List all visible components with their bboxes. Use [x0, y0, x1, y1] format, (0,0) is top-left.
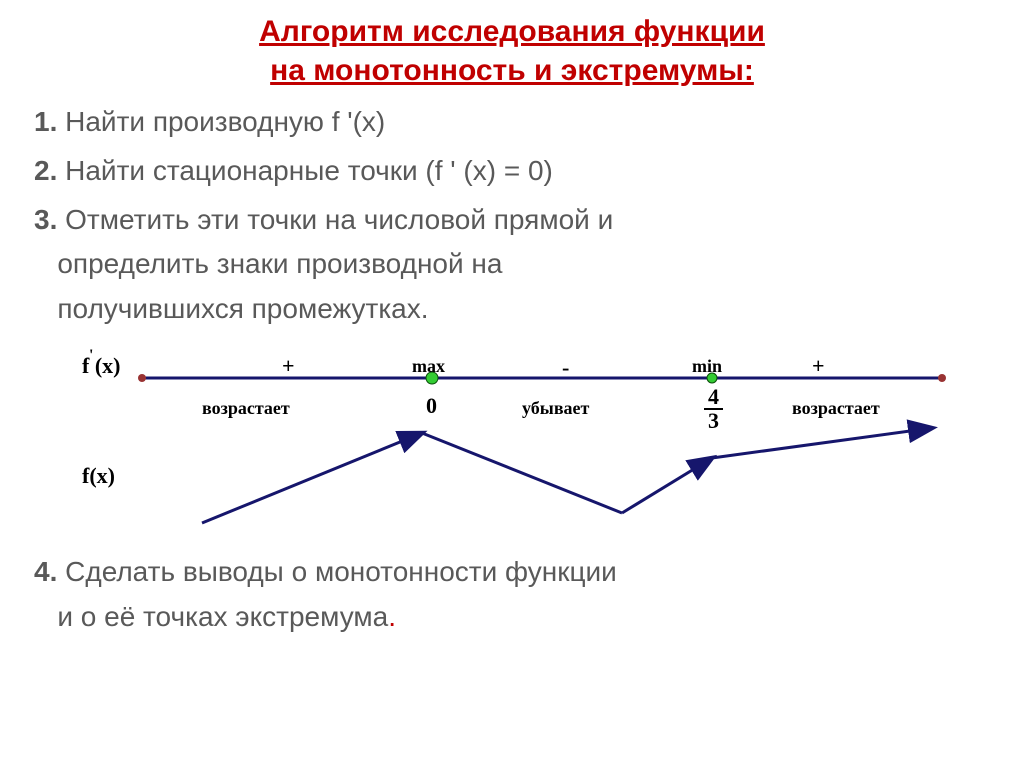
- axis-end-left: [138, 374, 146, 382]
- step-4-period: .: [388, 601, 396, 632]
- behavior-seg-1: [202, 433, 422, 523]
- interval-2-label: убывает: [522, 394, 589, 423]
- sign-plus-2: +: [812, 348, 825, 383]
- step-3: 3. Отметить эти точки на числовой прямой…: [34, 198, 990, 332]
- f-label: f(x): [82, 458, 115, 493]
- axis-end-right: [938, 374, 946, 382]
- step-3-text-b: определить знаки производной на: [57, 248, 502, 279]
- step-4-text-b: и о её точках экстремума: [57, 601, 388, 632]
- behavior-seg-4: [712, 428, 932, 458]
- sign-minus: -: [562, 350, 569, 385]
- interval-3-label: возрастает: [792, 394, 880, 423]
- fraction-bot: 3: [704, 410, 723, 432]
- f-prime-label: f' (x): [82, 348, 120, 383]
- sign-diagram: f' (x) f(x) + max - min + 0 4 3 возраста…: [72, 338, 952, 548]
- step-4-num: 4.: [34, 556, 57, 587]
- step-2: 2. Найти стационарные точки (f ' (x) = 0…: [34, 149, 990, 194]
- interval-1-label: возрастает: [202, 394, 290, 423]
- step-4: 4. Сделать выводы о монотонности функции…: [34, 550, 990, 640]
- step-1-text: Найти производную f '(x): [57, 106, 385, 137]
- point-zero-label: 0: [426, 388, 437, 423]
- point-fraction: 4 3: [704, 386, 723, 432]
- slide-title: Алгоритм исследования функции на монотон…: [0, 0, 1024, 90]
- sign-plus-1: +: [282, 348, 295, 383]
- step-2-num: 2.: [34, 155, 57, 186]
- step-4-text-a: Сделать выводы о монотонности функции: [57, 556, 616, 587]
- step-1-num: 1.: [34, 106, 57, 137]
- fraction-top: 4: [704, 386, 723, 410]
- max-label: max: [412, 352, 445, 381]
- step-3-num: 3.: [34, 204, 57, 235]
- title-line-1: Алгоритм исследования функции: [259, 15, 765, 48]
- step-3-text-c: получившихся промежутках.: [57, 293, 428, 324]
- step-3-text-a: Отметить эти точки на числовой прямой и: [57, 204, 613, 235]
- step-1: 1. Найти производную f '(x): [34, 100, 990, 145]
- content-area: 1. Найти производную f '(x) 2. Найти ста…: [0, 90, 1024, 640]
- min-label: min: [692, 352, 722, 381]
- title-line-2: на монотонность и экстремумы:: [270, 54, 754, 87]
- behavior-seg-3: [622, 458, 712, 513]
- step-2-text: Найти стационарные точки (f ' (x) = 0): [57, 155, 553, 186]
- behavior-seg-2: [422, 433, 622, 513]
